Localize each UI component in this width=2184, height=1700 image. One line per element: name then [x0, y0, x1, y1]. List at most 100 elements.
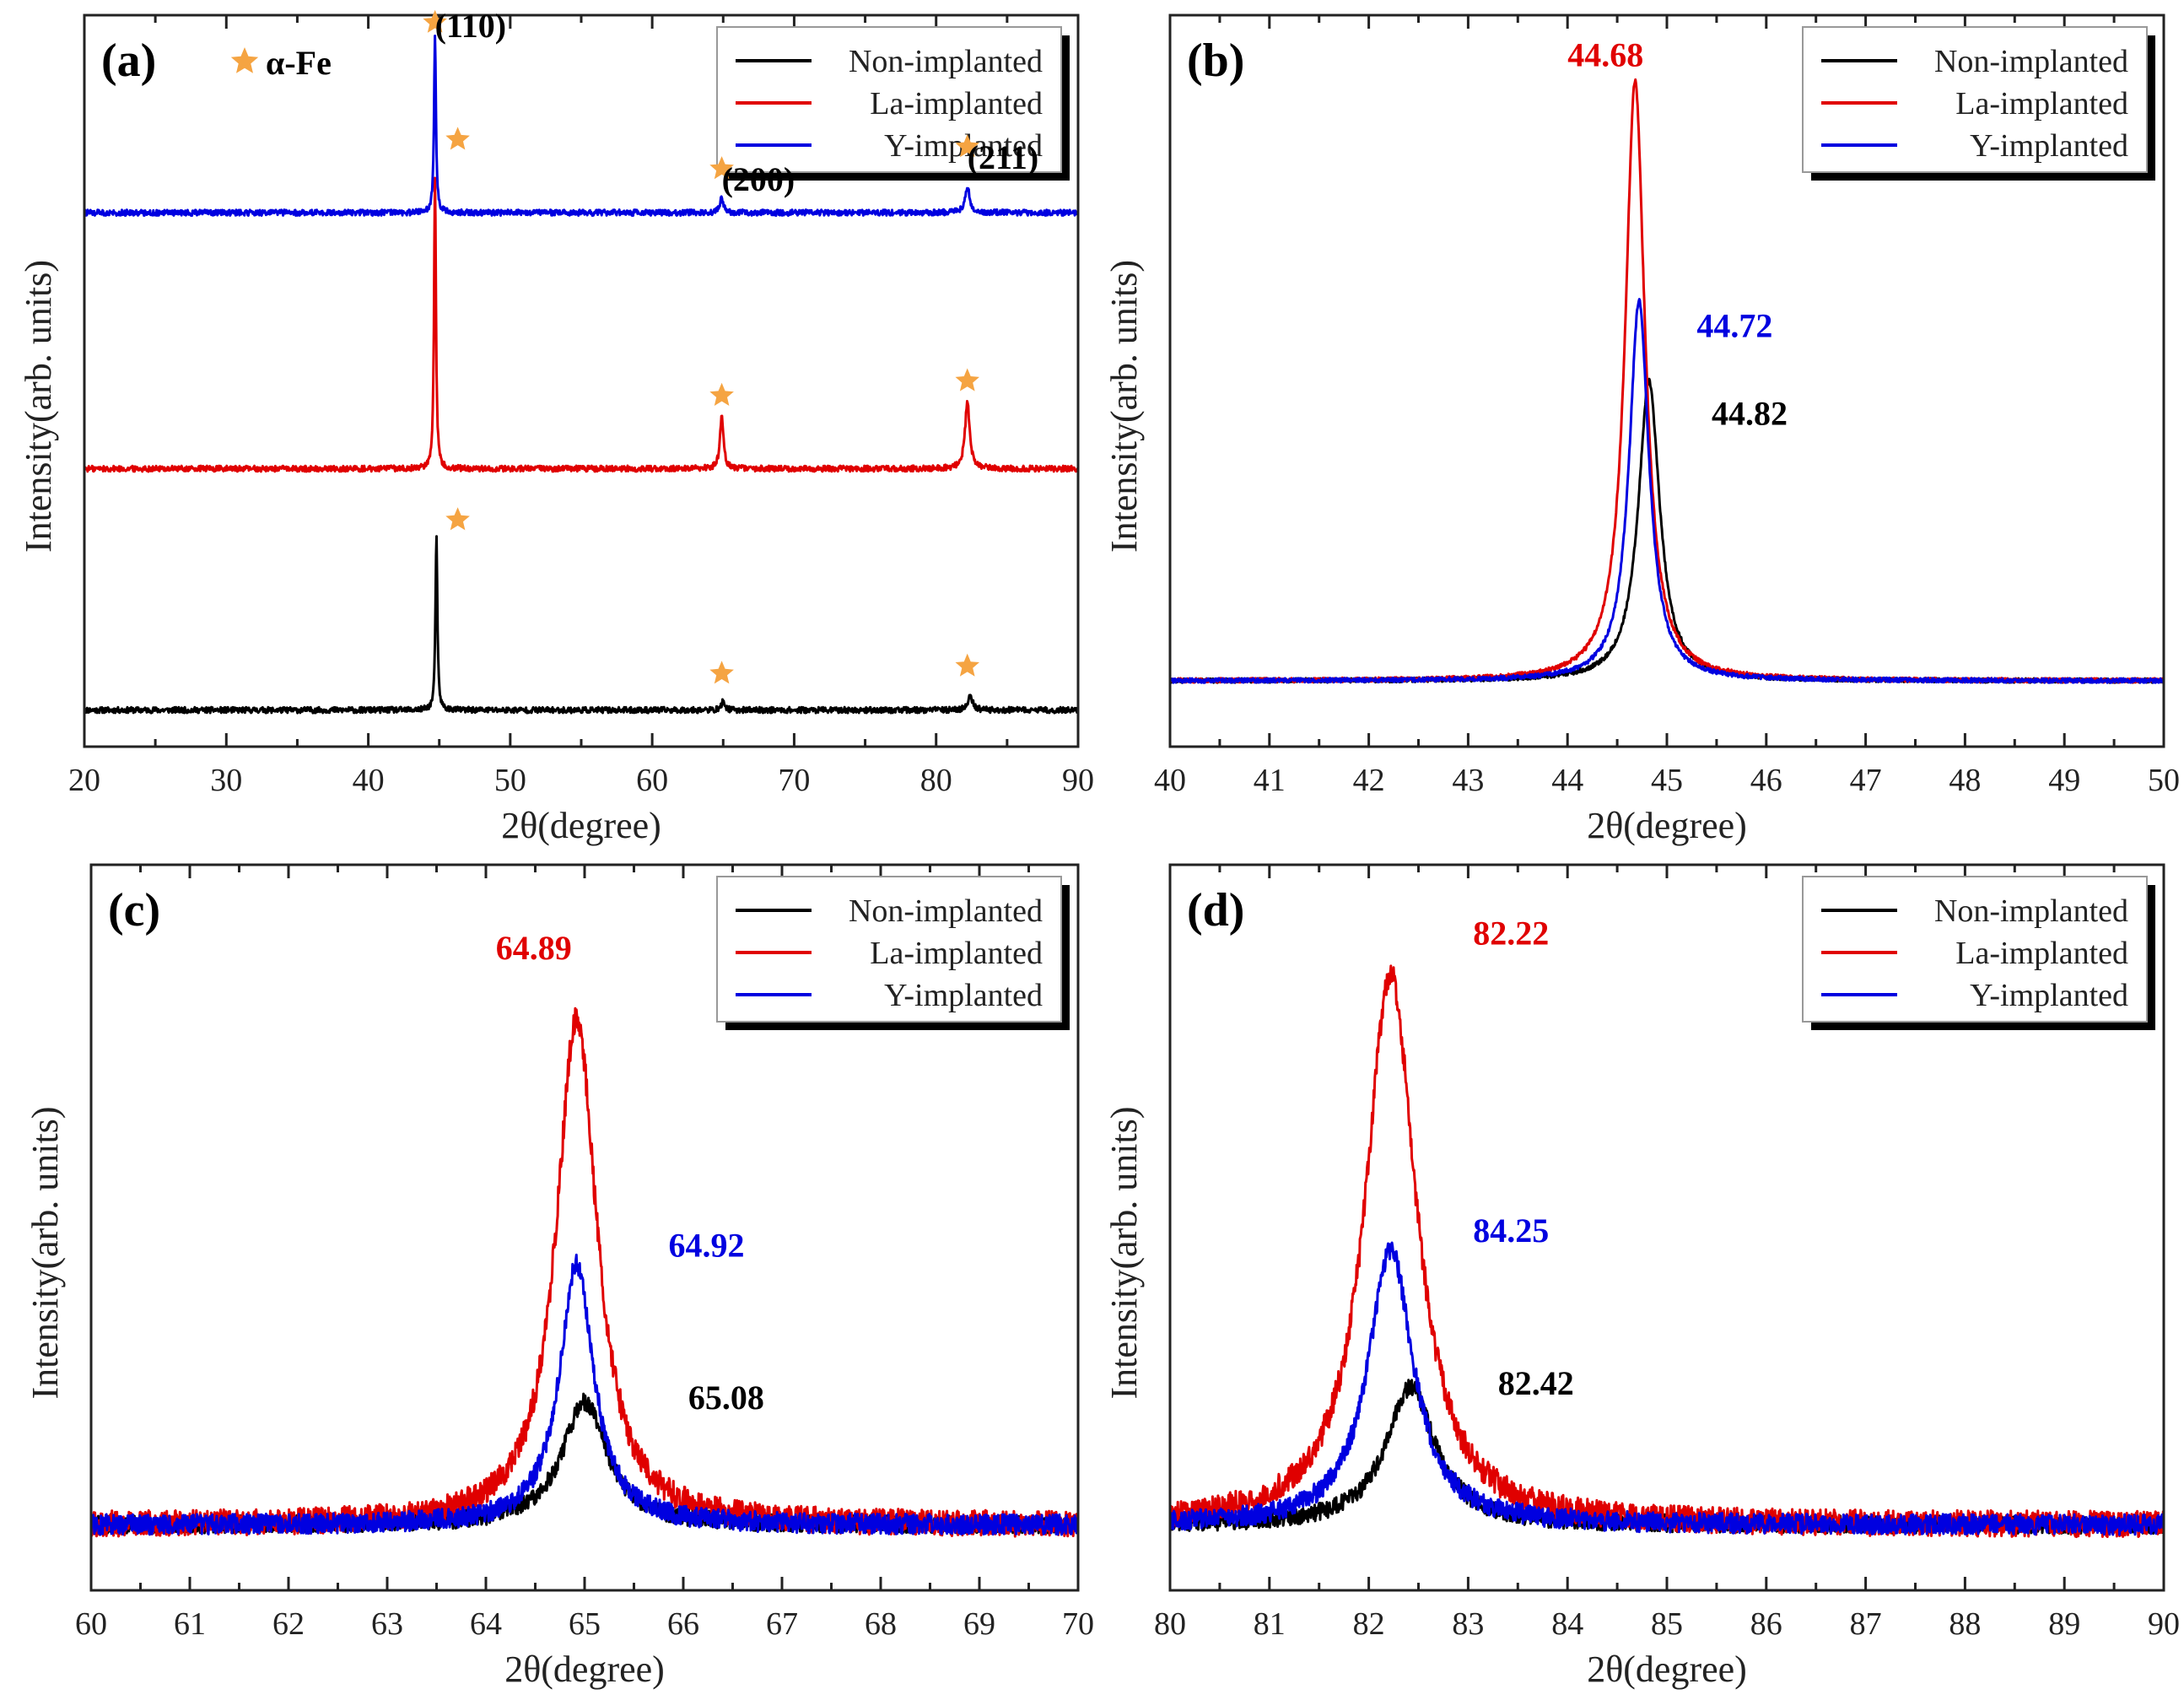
x-tick-label: 47: [1850, 763, 1882, 798]
traces: [1170, 964, 2164, 1539]
x-axis-label: 2θ(degree): [1587, 1649, 1747, 1690]
x-tick-label: 30: [210, 763, 242, 798]
x-tick-label: 49: [2048, 763, 2080, 798]
y-axis-label: Intensity(arb. units): [24, 1106, 66, 1399]
peak-annotation: 44.82: [1712, 395, 1788, 433]
series-line-la-implanted: [84, 176, 1078, 473]
legend-entry-label: La-implanted: [870, 86, 1043, 121]
legend-entry-label: La-implanted: [1955, 86, 2128, 121]
x-tick-label: 43: [1452, 763, 1484, 798]
x-tick-label: 84: [1551, 1606, 1583, 1642]
legend-entry-label: Non-implanted: [1934, 44, 2128, 79]
alpha-fe-star-icon: [955, 368, 979, 391]
legend-entry-label: Y-implanted: [884, 978, 1043, 1013]
alpha-fe-star-icon: [445, 127, 470, 150]
series-line-la-implanted: [1170, 964, 2164, 1539]
legend-entry-label: Y-implanted: [1970, 128, 2128, 164]
x-tick-label: 62: [272, 1606, 305, 1642]
x-tick-label: 87: [1850, 1606, 1882, 1642]
x-tick-label: 80: [920, 763, 952, 798]
peak-annotation: 84.25: [1473, 1212, 1549, 1249]
series-line-non-implanted: [84, 535, 1078, 715]
x-axis-label: 2θ(degree): [504, 1649, 665, 1690]
x-axis-label: 2θ(degree): [501, 805, 661, 846]
series-line-y-implanted: [84, 35, 1078, 217]
x-tick-label: 60: [75, 1606, 107, 1642]
legend-box: [1802, 876, 2148, 1023]
panel-label: (b): [1187, 35, 1244, 87]
legend-box: [716, 26, 1062, 173]
legend-entry-label: Non-implanted: [1934, 893, 2128, 929]
alpha-fe-legend-star-icon: [230, 47, 259, 73]
x-tick-label: 82: [1353, 1606, 1385, 1642]
x-tick-label: 85: [1651, 1606, 1683, 1642]
panel-a: 20 30 40 50 60 70 80 90 2θ(degree) Intensity(arb.…: [18, 7, 1094, 846]
y-axis-label: Intensity(arb. units): [1103, 260, 1145, 553]
x-tick-label: 88: [1949, 1606, 1981, 1642]
peak-annotation: 64.89: [496, 929, 572, 967]
legend-entry-label: La-implanted: [870, 936, 1043, 971]
peak-annotation: 44.72: [1696, 306, 1772, 344]
x-tick-label: 81: [1254, 1606, 1286, 1642]
traces: [91, 1007, 1078, 1538]
x-tick-label: 63: [371, 1606, 403, 1642]
x-tick-label: 40: [353, 763, 385, 798]
alpha-fe-star-icon: [709, 661, 734, 684]
legend-entry-label: Non-implanted: [849, 44, 1043, 79]
x-tick-label: 20: [68, 763, 100, 798]
traces: [84, 35, 1078, 715]
x-tick-label: 44: [1551, 763, 1583, 798]
legend-box: [716, 876, 1062, 1023]
peak-annotation: 82.42: [1498, 1364, 1574, 1402]
legend-entry-label: Y-implanted: [1970, 978, 2128, 1013]
panel-label: (d): [1187, 884, 1244, 936]
x-tick-label: 48: [1949, 763, 1981, 798]
x-tick-label: 80: [1154, 1606, 1186, 1642]
peak-annotation: (110): [435, 7, 506, 45]
y-axis-label: Intensity(arb. units): [1103, 1106, 1145, 1399]
alpha-fe-star-icon: [955, 134, 979, 158]
peak-annotation: 82.22: [1473, 915, 1549, 953]
alpha-fe-star-icon: [709, 156, 734, 180]
legend: Non-implanted La-implanted Y-implanted: [1802, 876, 2155, 1030]
x-tick-label: 67: [766, 1606, 798, 1642]
peak-annotation: 65.08: [688, 1379, 764, 1417]
alpha-fe-star-icon: [709, 382, 734, 406]
x-tick-label: 70: [778, 763, 810, 798]
traces: [1170, 78, 2164, 684]
x-tick-label: 42: [1353, 763, 1385, 798]
series-line-y-implanted: [1170, 298, 2164, 684]
x-tick-label: 70: [1062, 1606, 1094, 1642]
alpha-fe-star-icon: [423, 9, 447, 33]
series-line-y-implanted: [91, 1253, 1078, 1536]
x-tick-label: 46: [1750, 763, 1782, 798]
x-tick-label: 45: [1651, 763, 1683, 798]
panel-label: (c): [108, 884, 160, 936]
x-tick-label: 66: [667, 1606, 699, 1642]
x-tick-label: 90: [2148, 1606, 2180, 1642]
panel-label: (a): [101, 35, 156, 87]
x-tick-label: 41: [1254, 763, 1286, 798]
x-tick-label: 83: [1452, 1606, 1484, 1642]
panel-c: 60 61 62 63 64 65 66 67 68 69 70 2θ(degree) Intensit…: [24, 863, 1094, 1690]
peak-annotation: 44.68: [1567, 36, 1643, 74]
x-tick-label: 50: [494, 763, 526, 798]
x-tick-label: 89: [2048, 1606, 2080, 1642]
legend: Non-implanted La-implanted Y-implanted: [716, 876, 1070, 1030]
x-axis-label: 2θ(degree): [1587, 805, 1747, 846]
x-tick-label: 40: [1154, 763, 1186, 798]
x-tick-label: 64: [470, 1606, 502, 1642]
panel-d: 80 81 82 83 84 85 86 87 88 89 90 2θ(degree) Intensit…: [1103, 863, 2180, 1690]
legend-box: [1802, 26, 2148, 173]
x-tick-label: 61: [174, 1606, 206, 1642]
series-line-y-implanted: [1170, 1241, 2164, 1536]
legend-entry-label: Non-implanted: [849, 893, 1043, 929]
peak-annotation: (211): [968, 138, 1038, 176]
x-tick-label: 65: [569, 1606, 601, 1642]
x-tick-label: 90: [1062, 763, 1094, 798]
legend-entry-label: La-implanted: [1955, 936, 2128, 971]
x-tick-label: 68: [865, 1606, 897, 1642]
alpha-fe-star-icon: [445, 507, 470, 531]
peak-annotation: (200): [722, 160, 795, 198]
